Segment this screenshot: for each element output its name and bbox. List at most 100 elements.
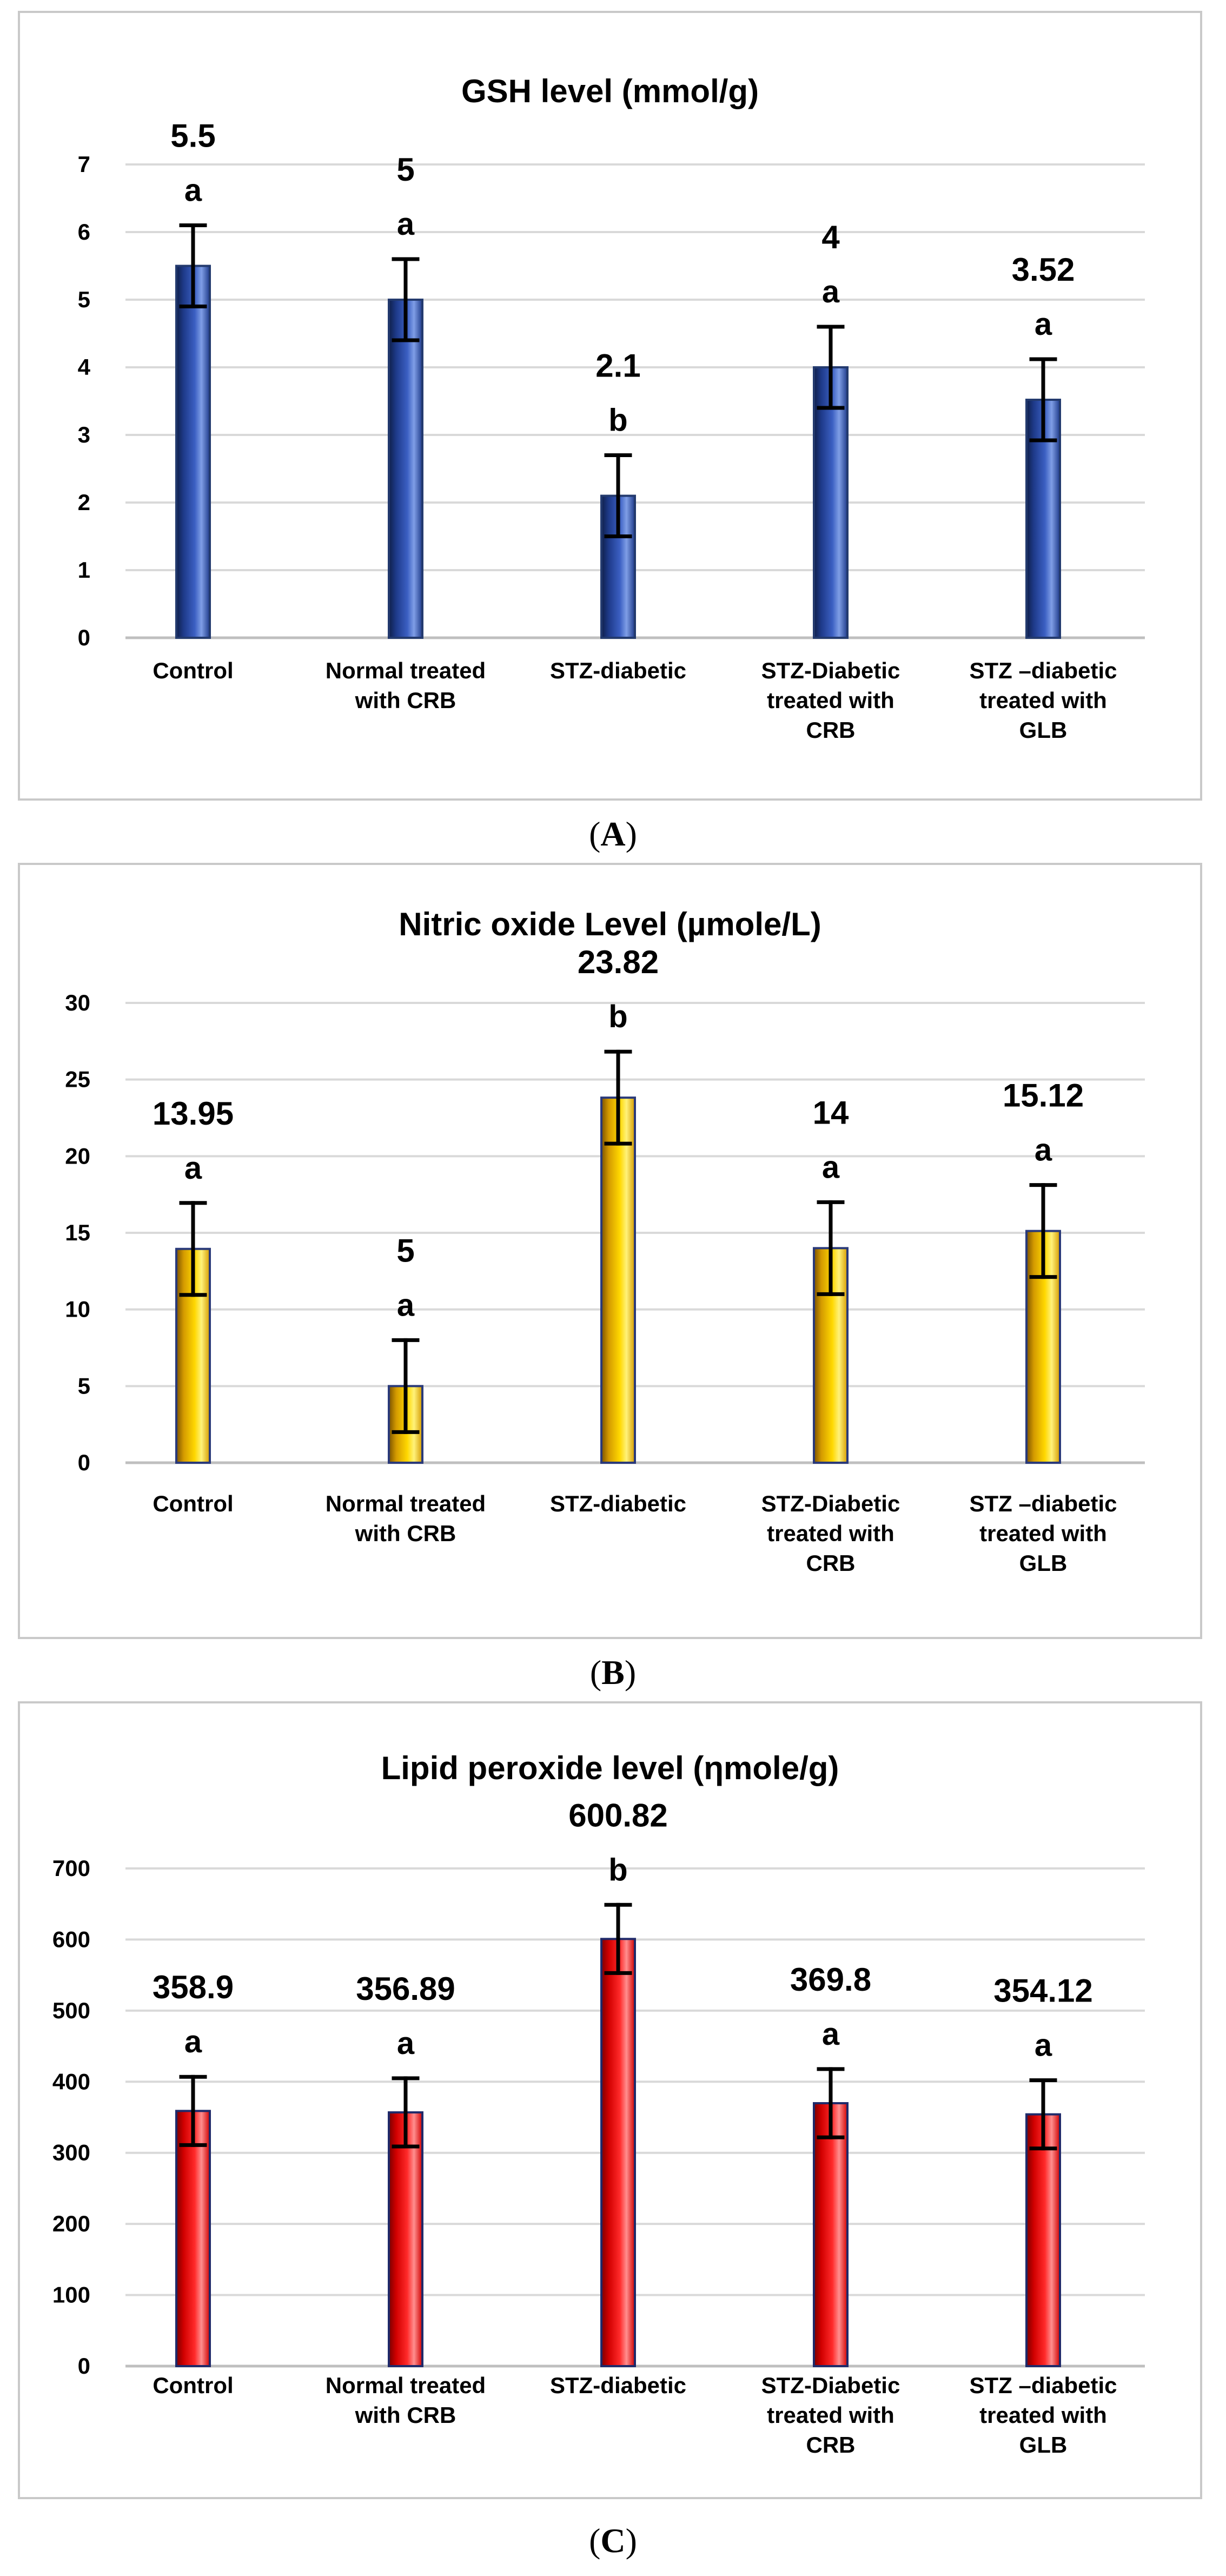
error-bar <box>817 1200 845 1296</box>
error-bar <box>1029 357 1057 442</box>
y-tick-label: 25 <box>65 1067 90 1092</box>
significance-letter: a <box>184 173 202 208</box>
error-bar <box>604 1903 632 1975</box>
y-tick-label: 0 <box>78 625 90 650</box>
bar <box>813 2102 849 2368</box>
chart-title: Nitric oxide Level (µmole/L) <box>399 906 821 942</box>
caption-close: ) <box>625 2521 637 2560</box>
significance-letter: a <box>184 1151 202 1186</box>
caption-letter: A <box>600 815 626 853</box>
y-tick-label: 500 <box>52 1998 90 2023</box>
x-tick-label: STZ-Diabetic treated with CRB <box>761 2373 900 2458</box>
y-tick-label: 7 <box>78 151 90 177</box>
chart-nitric-oxide: 0 5 10 15 20 25 30 a 13.95 Control a 5 Normal treate… <box>65 944 1145 1576</box>
error-bar <box>1029 2078 1057 2151</box>
significance-letter: a <box>397 2026 415 2061</box>
caption-letter: B <box>601 1653 625 1692</box>
y-tick-label: 2 <box>78 490 90 515</box>
x-tick-label: STZ-Diabetic treated with CRB <box>761 658 900 743</box>
y-tick-label: 4 <box>78 354 91 380</box>
significance-letter: a <box>1035 2027 1052 2063</box>
y-tick-label: 1 <box>78 557 90 583</box>
y-tick-label: 200 <box>52 2211 90 2236</box>
y-tick-label: 400 <box>52 2069 90 2094</box>
significance-letter: a <box>1035 307 1052 342</box>
significance-letter: b <box>608 1852 627 1887</box>
data-label: 358.9 <box>153 1969 234 2005</box>
x-tick-label: STZ-Diabetic treated with CRB <box>761 1491 900 1576</box>
caption-open: ( <box>589 815 601 853</box>
x-tick-label: STZ-diabetic <box>550 2373 686 2398</box>
significance-letter: a <box>397 207 415 242</box>
x-tick-label: STZ-diabetic <box>550 658 686 683</box>
chart-lipid-peroxide: 0 100 200 300 400 500 600 700 a 358.9 Control a 356.… <box>52 1797 1145 2458</box>
error-bar <box>817 325 845 410</box>
error-bar <box>392 257 420 342</box>
chart-panel-nitric-oxide: Nitric oxide Level (µmole/L) 0 5 10 15 20 25 3… <box>18 863 1202 1639</box>
y-tick-label: 0 <box>78 2353 90 2379</box>
chart-caption-b: (B) <box>0 1653 1226 1693</box>
error-bar <box>179 1201 207 1297</box>
data-label: 5 <box>396 151 414 188</box>
error-bar <box>817 2067 845 2139</box>
significance-letter: a <box>822 274 840 309</box>
y-tick-label: 600 <box>52 1926 90 1952</box>
error-bar <box>392 1338 420 1434</box>
bar <box>388 2111 423 2367</box>
x-tick-label: STZ –diabetic treated with GLB <box>969 658 1117 743</box>
significance-letter: b <box>608 999 627 1034</box>
x-tick-label: Control <box>153 2373 233 2398</box>
x-tick-label: Normal treated with CRB <box>326 658 486 713</box>
x-tick-label: Normal treated with CRB <box>326 2373 486 2428</box>
error-bar <box>179 223 207 308</box>
caption-close: ) <box>624 1653 637 1692</box>
data-label: 3.52 <box>1012 252 1075 288</box>
y-tick-label: 5 <box>78 1373 90 1398</box>
y-tick-label: 3 <box>78 422 90 447</box>
significance-letter: a <box>822 2017 840 2052</box>
y-tick-label: 700 <box>52 1855 90 1881</box>
error-bar <box>604 1049 632 1146</box>
chart-title: Lipid peroxide level (ηmole/g) <box>381 1750 839 1786</box>
x-tick-label: Normal treated with CRB <box>326 1491 486 1546</box>
error-bar <box>604 453 632 538</box>
y-tick-label: 10 <box>65 1297 90 1322</box>
error-bar <box>392 2076 420 2149</box>
significance-letter: b <box>608 403 627 438</box>
bar <box>175 265 211 639</box>
x-tick-label: Control <box>153 658 233 683</box>
error-bar <box>1029 1183 1057 1279</box>
data-label: 354.12 <box>993 1972 1093 2009</box>
data-label: 356.89 <box>356 1971 455 2007</box>
chart-title: GSH level (mmol/g) <box>461 73 759 109</box>
significance-letter: a <box>822 1150 840 1185</box>
data-label: 14 <box>813 1094 849 1131</box>
y-tick-label: 5 <box>78 287 90 312</box>
significance-letter: a <box>1035 1133 1052 1168</box>
data-label: 15.12 <box>1003 1078 1084 1114</box>
y-tick-label: 300 <box>52 2140 90 2165</box>
chart-panel-gsh: GSH level (mmol/g) 0 1 2 3 4 5 6 7 a 5.5 Control a 5… <box>18 11 1202 801</box>
data-label: 23.82 <box>578 944 659 980</box>
y-tick-label: 30 <box>65 990 90 1015</box>
bar <box>813 366 849 639</box>
y-tick-label: 0 <box>78 1450 90 1475</box>
bar <box>175 2110 211 2367</box>
x-tick-label: Control <box>153 1491 233 1516</box>
caption-letter: C <box>600 2521 626 2560</box>
data-label: 369.8 <box>790 1961 871 1998</box>
chart-gsh: 0 1 2 3 4 5 6 7 a 5.5 Control a 5 Normal treated with … <box>78 118 1145 743</box>
bar <box>175 1247 211 1464</box>
significance-letter: a <box>184 2024 202 2059</box>
caption-open: ( <box>589 1653 602 1692</box>
y-tick-label: 20 <box>65 1143 90 1168</box>
caption-close: ) <box>625 815 637 853</box>
data-label: 4 <box>821 219 840 255</box>
y-tick-label: 15 <box>65 1220 90 1245</box>
bar <box>600 1938 636 2368</box>
x-tick-label: STZ –diabetic treated with GLB <box>969 2373 1117 2458</box>
significance-letter: a <box>397 1287 415 1323</box>
data-label: 2.1 <box>595 348 640 384</box>
data-label: 5 <box>396 1232 414 1269</box>
caption-open: ( <box>589 2521 601 2560</box>
